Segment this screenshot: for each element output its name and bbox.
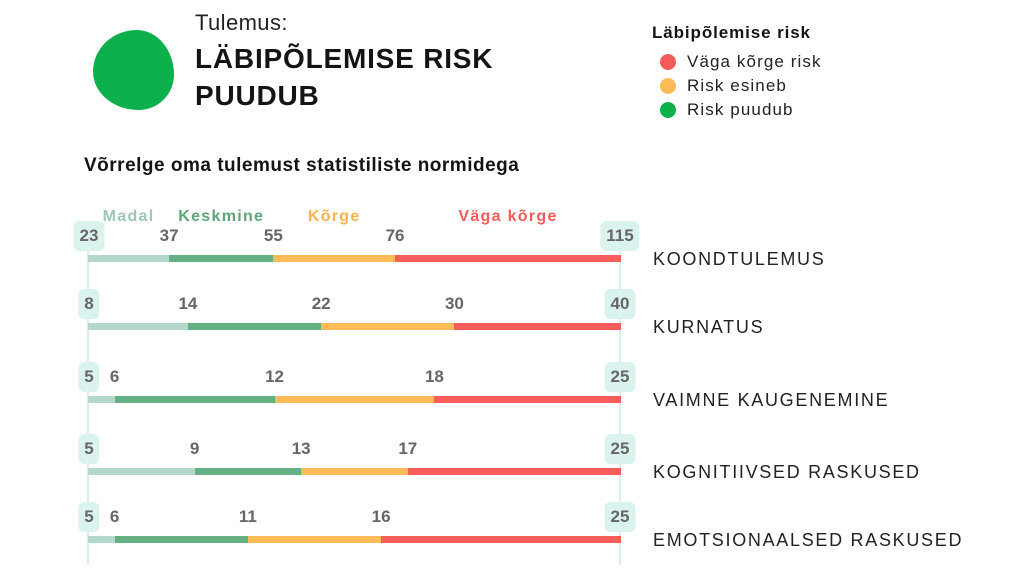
risk-legend-item-none: Risk puudub bbox=[660, 99, 794, 121]
threshold-label: 37 bbox=[159, 226, 179, 245]
scale-max-badge: 115 bbox=[600, 221, 640, 251]
orange-dot-icon bbox=[660, 78, 676, 94]
scale-min-badge: 23 bbox=[73, 221, 105, 251]
threshold-label: 13 bbox=[291, 439, 311, 458]
result-title-line-1: LÄBIPÕLEMISE RISK bbox=[195, 43, 494, 74]
scale-min-badge: 8 bbox=[78, 289, 100, 319]
level-label-vaga-korge: Väga kõrge bbox=[458, 208, 558, 225]
threshold-label: 17 bbox=[398, 439, 418, 458]
bar-segment-madal bbox=[88, 468, 195, 475]
threshold-label: 16 bbox=[371, 507, 391, 526]
bar-segment-korge bbox=[273, 255, 396, 262]
bar-segment-vaga-korge bbox=[454, 323, 621, 330]
bar-segment-vaga-korge bbox=[381, 536, 621, 543]
risk-legend-label: Väga kõrge risk bbox=[687, 52, 822, 71]
threshold-label: 22 bbox=[311, 294, 331, 313]
bar-segment-korge bbox=[247, 536, 382, 543]
result-label: Tulemus: bbox=[195, 10, 288, 35]
bar-segment-madal bbox=[88, 536, 115, 543]
risk-legend-title: Läbipõlemise risk bbox=[652, 23, 811, 42]
bar-segment-vaga-korge bbox=[407, 468, 621, 475]
bar-segment-keskmine bbox=[194, 468, 302, 475]
bar-segment-madal bbox=[88, 255, 170, 262]
risk-legend-item-present: Risk esineb bbox=[660, 75, 787, 97]
level-label-madal: Madal bbox=[102, 208, 155, 225]
bar-segment-korge bbox=[274, 396, 435, 403]
bar-segment-keskmine bbox=[114, 396, 275, 403]
scale-max-badge: 25 bbox=[604, 434, 636, 464]
threshold-label: 30 bbox=[444, 294, 464, 313]
bar-segment-keskmine bbox=[114, 536, 248, 543]
bar-segment-korge bbox=[321, 323, 455, 330]
scale-max-badge: 25 bbox=[604, 502, 636, 532]
scale-min-badge: 5 bbox=[78, 434, 100, 464]
threshold-label: 76 bbox=[385, 226, 405, 245]
bar-segment-korge bbox=[301, 468, 408, 475]
result-title-line-2: PUUDUB bbox=[195, 80, 320, 111]
threshold-label: 6 bbox=[109, 507, 120, 526]
bar-segment-madal bbox=[88, 323, 188, 330]
category-label-kognitiivsed-raskused: KOGNITIIVSED RASKUSED bbox=[653, 462, 921, 482]
bar-segment-keskmine bbox=[169, 255, 274, 262]
scale-max-badge: 40 bbox=[604, 289, 636, 319]
risk-legend-label: Risk puudub bbox=[687, 100, 794, 119]
green-dot-icon bbox=[660, 102, 676, 118]
category-label-emotsionaalsed-raskused: EMOTSIONAALSED RASKUSED bbox=[653, 530, 964, 550]
risk-legend-item-very-high: Väga kõrge risk bbox=[660, 51, 822, 73]
min-axis-line bbox=[87, 222, 89, 565]
red-dot-icon bbox=[660, 54, 676, 70]
threshold-label: 12 bbox=[265, 367, 285, 386]
level-label-keskmine: Keskmine bbox=[178, 208, 265, 225]
scale-max-badge: 25 bbox=[604, 362, 636, 392]
bar-segment-vaga-korge bbox=[434, 396, 621, 403]
result-title: LÄBIPÕLEMISE RISK PUUDUB bbox=[195, 40, 493, 114]
scale-min-badge: 5 bbox=[78, 502, 100, 532]
bar-segment-vaga-korge bbox=[395, 255, 621, 262]
bar-segment-keskmine bbox=[187, 323, 322, 330]
level-label-korge: Kõrge bbox=[307, 208, 361, 225]
threshold-label: 6 bbox=[109, 367, 120, 386]
category-label-koondtulemus: KOONDTULEMUS bbox=[653, 249, 826, 269]
max-axis-line bbox=[619, 222, 621, 565]
result-indicator-icon bbox=[93, 30, 174, 110]
category-label-kurnatus: KURNATUS bbox=[653, 317, 765, 337]
threshold-label: 11 bbox=[238, 507, 257, 526]
threshold-label: 14 bbox=[178, 294, 198, 313]
threshold-label: 18 bbox=[424, 367, 444, 386]
category-label-vaimne-kaugenemine: VAIMNE KAUGENEMINE bbox=[653, 390, 890, 410]
chart-title: Võrrelge oma tulemust statistiliste norm… bbox=[84, 155, 520, 176]
scale-min-badge: 5 bbox=[78, 362, 100, 392]
bar-segment-madal bbox=[88, 396, 115, 403]
risk-legend-label: Risk esineb bbox=[687, 76, 787, 95]
threshold-label: 55 bbox=[263, 226, 283, 245]
threshold-label: 9 bbox=[189, 439, 200, 458]
